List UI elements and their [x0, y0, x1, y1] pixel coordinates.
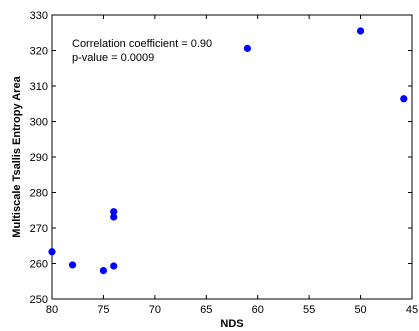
x-tick-label: 70 — [149, 304, 161, 316]
data-point — [110, 208, 117, 215]
data-point — [48, 248, 55, 255]
x-axis-title: NDS — [220, 318, 243, 330]
y-tick-label: 310 — [30, 81, 48, 93]
y-tick-label: 260 — [30, 259, 48, 271]
y-tick-label: 270 — [30, 223, 48, 235]
data-point — [69, 261, 76, 268]
x-tick-label: 65 — [200, 304, 212, 316]
data-point — [400, 95, 407, 102]
x-tick-label: 55 — [303, 304, 315, 316]
y-tick-label: 290 — [30, 152, 48, 164]
x-tick-label: 45 — [406, 304, 418, 316]
data-point — [100, 267, 107, 274]
p-value-annotation: p-value = 0.0009 — [72, 52, 154, 64]
y-tick-label: 250 — [30, 294, 48, 306]
y-tick-label: 330 — [30, 10, 48, 22]
x-tick-label: 50 — [354, 304, 366, 316]
x-tick-label: 60 — [252, 304, 264, 316]
correlation-annotation: Correlation coefficient = 0.90 — [72, 38, 212, 50]
y-tick-label: 280 — [30, 188, 48, 200]
x-tick-label: 75 — [97, 304, 109, 316]
y-tick-label: 300 — [30, 117, 48, 129]
data-point — [110, 262, 117, 269]
y-tick-label: 320 — [30, 46, 48, 58]
data-point — [244, 45, 251, 52]
data-point — [357, 27, 364, 34]
y-axis-title: Multiscale Tsallis Entropy Area — [11, 75, 23, 237]
